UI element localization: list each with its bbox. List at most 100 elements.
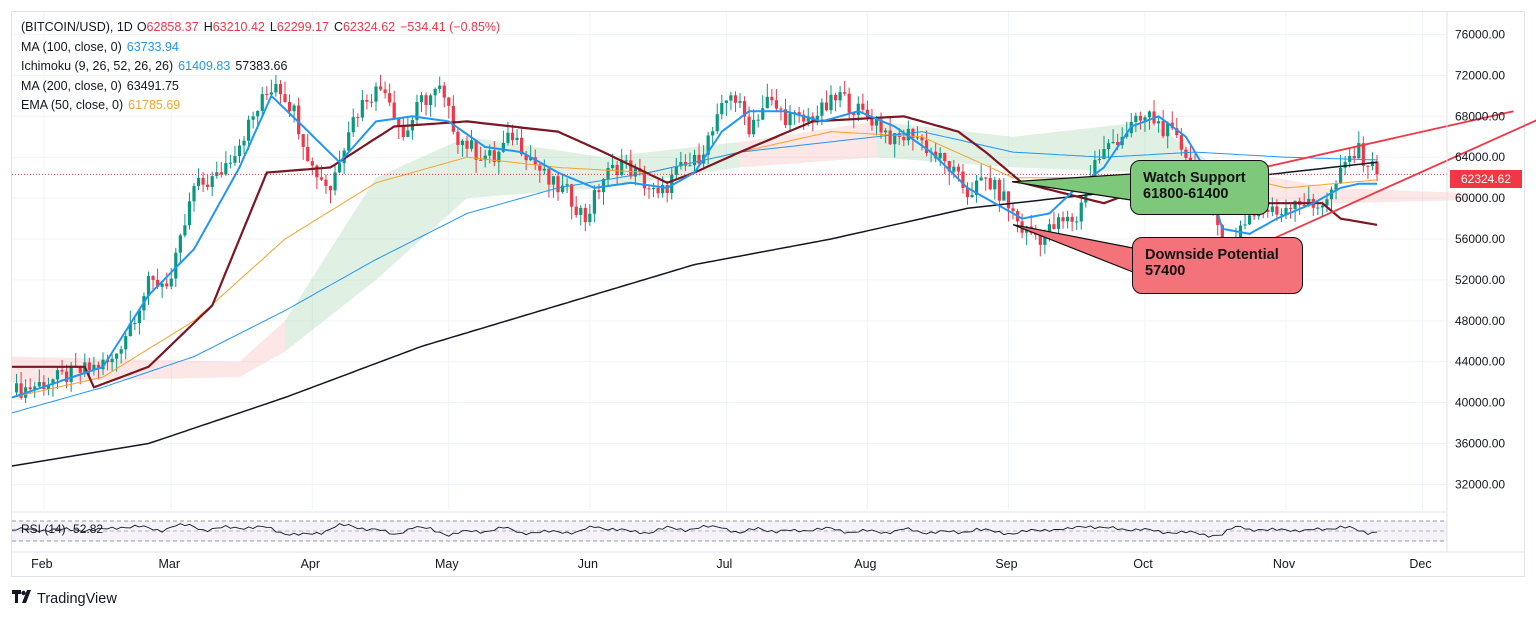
candle-body bbox=[733, 95, 738, 103]
candle-body bbox=[911, 128, 915, 138]
candle-body bbox=[783, 109, 788, 126]
candle-body bbox=[774, 100, 778, 109]
candle-body bbox=[679, 162, 683, 167]
candle-body bbox=[688, 165, 692, 167]
candle-body bbox=[510, 132, 515, 141]
candle-body bbox=[1097, 159, 1102, 161]
candle-body bbox=[815, 115, 819, 123]
candle-body bbox=[178, 235, 182, 253]
candle-body bbox=[219, 172, 223, 175]
candle-body bbox=[756, 119, 760, 121]
legend-ohlc-row: (BITCOIN/USD), 1D O62858.37 H63210.42 L6229… bbox=[21, 18, 505, 38]
downside-potential-callout[interactable]: Downside Potential 57400 bbox=[1132, 237, 1303, 294]
candle-body bbox=[92, 364, 96, 371]
candle-body bbox=[924, 140, 929, 153]
candle-body bbox=[620, 161, 624, 176]
candle-body bbox=[665, 184, 669, 194]
candle-body bbox=[392, 102, 396, 119]
candle-body bbox=[588, 213, 592, 223]
legend-ichimoku-row[interactable]: Ichimoku (9, 26, 52, 26, 26) 61409.83 5738… bbox=[21, 57, 505, 77]
candle-body bbox=[1179, 135, 1183, 150]
candle-body bbox=[51, 379, 55, 385]
rsi-legend[interactable]: RSI (14) 52.82 bbox=[21, 522, 103, 536]
candle-body bbox=[42, 381, 46, 390]
candle-body bbox=[993, 179, 997, 190]
downside-callout-pointer bbox=[1012, 224, 1134, 273]
candle-body bbox=[283, 94, 287, 102]
legend-ma200-value: 63491.75 bbox=[126, 78, 179, 93]
footer-branding[interactable]: TradingView bbox=[12, 590, 117, 607]
candle-body bbox=[37, 381, 41, 387]
downside-callout-value: 57400 bbox=[1145, 263, 1186, 279]
legend-high-value: 63210.42 bbox=[212, 20, 265, 34]
candle-body bbox=[365, 99, 369, 102]
watch-support-callout[interactable]: Watch Support 61800-61400 bbox=[1130, 160, 1269, 215]
candle-body bbox=[1275, 206, 1279, 215]
candle-body bbox=[542, 168, 546, 171]
ma100-line bbox=[11, 131, 1378, 414]
candle-body bbox=[692, 154, 697, 166]
candle-body bbox=[724, 100, 728, 103]
candle-body bbox=[383, 89, 387, 94]
candle-body bbox=[415, 102, 419, 120]
cloud-segment bbox=[1013, 121, 1150, 173]
candle-body bbox=[442, 85, 446, 98]
candle-body bbox=[697, 154, 701, 164]
candle-body bbox=[1161, 121, 1165, 137]
legend-open-label: O bbox=[136, 20, 147, 34]
candle-body bbox=[60, 370, 64, 372]
candle-body bbox=[1270, 206, 1274, 212]
candle-body bbox=[269, 92, 273, 95]
candle-body bbox=[1184, 149, 1188, 158]
candle-body bbox=[765, 96, 769, 109]
candle-body bbox=[656, 187, 660, 194]
candle-body bbox=[574, 206, 578, 215]
candle-body bbox=[1111, 142, 1115, 144]
candle-body bbox=[133, 322, 137, 324]
candle-body bbox=[46, 384, 50, 390]
candle-body bbox=[469, 140, 474, 149]
candle-body bbox=[879, 119, 883, 133]
candle-body bbox=[479, 159, 483, 161]
candle-body bbox=[233, 156, 237, 163]
candle-body bbox=[893, 133, 897, 145]
legend-close-label: C bbox=[333, 20, 343, 34]
candle-body bbox=[1243, 224, 1247, 226]
x-tick-label: Apr bbox=[301, 557, 320, 571]
legend-ichimoku-tenkan-value: 61409.83 bbox=[178, 59, 231, 74]
candle-body bbox=[19, 383, 23, 398]
candle-body bbox=[975, 180, 979, 195]
candle-body bbox=[1052, 224, 1056, 229]
candle-body bbox=[1252, 215, 1256, 217]
candle-body bbox=[838, 92, 842, 101]
legend-change-value: −534.41 (−0.85%) bbox=[400, 20, 501, 34]
footer-brand-text: TradingView bbox=[37, 590, 117, 607]
candle-body bbox=[902, 136, 906, 141]
cloud-segment bbox=[1331, 187, 1468, 204]
legend-ema50-row[interactable]: EMA (50, close, 0) 61785.69 bbox=[21, 96, 505, 116]
candle-body bbox=[360, 99, 364, 118]
candle-body bbox=[592, 190, 596, 214]
candle-body bbox=[429, 95, 433, 106]
candle-body bbox=[611, 164, 615, 169]
candle-body bbox=[237, 145, 242, 157]
candle-body bbox=[465, 140, 469, 149]
legend-ma100-row[interactable]: MA (100, close, 0) 63733.94 bbox=[21, 38, 505, 58]
legend-ma200-row[interactable]: MA (200, close, 0) 63491.75 bbox=[21, 77, 505, 97]
candle-body bbox=[319, 177, 323, 180]
candle-body bbox=[187, 201, 192, 226]
candle-body bbox=[843, 92, 847, 94]
candle-body bbox=[761, 108, 765, 120]
candle-body bbox=[137, 310, 141, 323]
candle-body bbox=[151, 276, 155, 280]
candle-body bbox=[856, 103, 860, 116]
candle-body bbox=[388, 93, 392, 103]
candle-body bbox=[715, 114, 719, 132]
y-tick-label: 52000.00 bbox=[1455, 273, 1505, 287]
candle-body bbox=[706, 135, 710, 155]
legend-high-label: H bbox=[203, 20, 213, 34]
candle-body bbox=[1343, 161, 1347, 168]
candle-body bbox=[265, 94, 269, 96]
candle-body bbox=[1002, 191, 1006, 201]
candle-body bbox=[192, 186, 196, 202]
